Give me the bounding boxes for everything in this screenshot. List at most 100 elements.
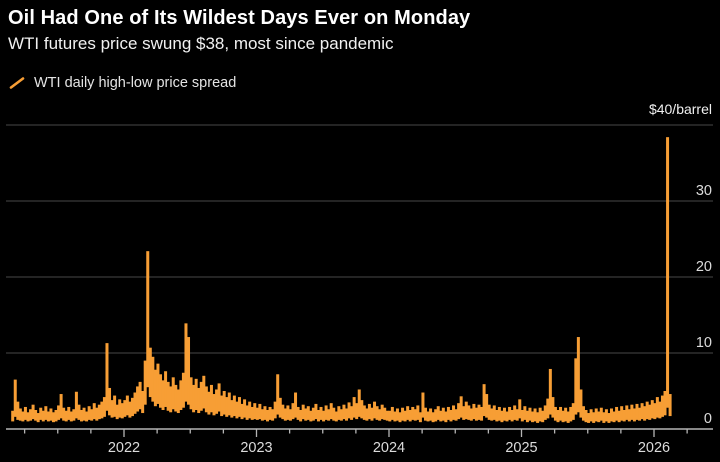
spread-bar: [23, 406, 27, 420]
spread-bar: [365, 408, 369, 421]
spread-bar: [311, 407, 315, 421]
spread-bar: [212, 394, 216, 416]
spread-bar: [102, 397, 106, 417]
y-tick-label: 10: [696, 335, 712, 351]
spread-bar: [638, 407, 642, 421]
spread-bar: [110, 400, 114, 418]
spread-bar: [225, 397, 229, 417]
spread-bar: [316, 410, 320, 422]
spread-bar: [143, 360, 147, 405]
spread-bar: [49, 408, 53, 421]
spread-bar: [513, 405, 517, 420]
spread-bar: [347, 402, 351, 419]
spread-bar: [240, 403, 244, 420]
spread-bar: [441, 407, 445, 421]
spread-bar: [181, 372, 185, 408]
spread-bar: [128, 401, 132, 418]
legend-line-icon: [9, 77, 25, 89]
spread-bar: [446, 406, 450, 420]
spread-bar: [645, 401, 649, 420]
spread-bar: [345, 408, 348, 421]
spread-bar: [44, 406, 48, 420]
spread-bar: [281, 404, 285, 420]
spread-bar: [194, 378, 198, 410]
spread-bar: [74, 391, 78, 419]
spread-bar: [408, 410, 412, 422]
spread-bar: [13, 379, 17, 417]
spread-bar: [378, 409, 382, 421]
spread-bar: [500, 410, 504, 423]
spread-bar: [97, 404, 101, 420]
spread-bar: [612, 411, 616, 423]
x-tick-label: 2022: [108, 440, 140, 456]
spread-bar: [411, 406, 415, 420]
spread-bar: [423, 407, 427, 421]
spread-bar: [643, 406, 647, 421]
spread-bar: [592, 412, 596, 423]
spread-bar: [141, 391, 145, 414]
spread-bar: [230, 400, 234, 418]
spread-bar: [541, 410, 545, 423]
spread-bar: [385, 410, 389, 421]
spread-bar: [90, 409, 94, 421]
spread-bar: [105, 343, 109, 411]
spread-bar: [668, 394, 672, 417]
spread-bar: [418, 412, 422, 423]
spread-bar: [375, 406, 379, 420]
spread-bar: [34, 410, 38, 421]
spread-bar: [464, 401, 468, 420]
spread-bar: [528, 407, 532, 421]
y-tick-label: 0: [704, 411, 712, 427]
spread-bar: [294, 392, 298, 418]
spread-bar: [576, 337, 580, 413]
x-tick-label: 2023: [240, 440, 272, 456]
spread-bar: [237, 397, 241, 417]
spread-bar: [467, 405, 471, 420]
spread-bar: [334, 411, 338, 422]
spread-bar: [138, 381, 142, 410]
spread-bar: [324, 405, 328, 420]
spread-bar: [520, 410, 524, 422]
spread-bar: [319, 406, 323, 420]
spread-bar: [260, 409, 264, 421]
spread-bar: [209, 384, 213, 413]
spread-bar: [546, 398, 550, 419]
spread-bar: [357, 389, 361, 417]
spread-bar: [401, 407, 405, 421]
spread-bar: [222, 391, 226, 415]
spread-bar: [187, 337, 191, 405]
spread-bar: [508, 406, 512, 420]
legend: WTI daily high-low price spread: [9, 75, 236, 91]
spread-bar: [286, 405, 290, 420]
spread-bar: [531, 411, 535, 423]
spread-bar: [533, 408, 537, 422]
spread-bar: [604, 409, 608, 422]
spread-bar: [301, 404, 305, 420]
spread-bar: [69, 411, 73, 422]
spread-bar: [579, 389, 583, 418]
spread-bar: [556, 410, 560, 423]
spread-bar: [21, 411, 25, 422]
spread-bar: [480, 406, 484, 421]
spread-bar: [46, 411, 50, 422]
spread-bar: [136, 386, 140, 412]
spread-bar: [250, 406, 254, 420]
spread-bar: [393, 411, 397, 422]
spread-bar: [204, 386, 208, 413]
spread-bar: [648, 404, 652, 420]
spread-bar: [653, 403, 657, 420]
spread-bar: [436, 406, 440, 420]
spread-bar: [217, 383, 221, 412]
spread-bar: [263, 406, 267, 420]
spread-bar: [482, 384, 486, 417]
spread-bar: [337, 406, 341, 420]
spread-bar: [666, 137, 670, 408]
x-tick-label: 2025: [505, 440, 537, 456]
spread-bar: [599, 407, 603, 421]
spread-bar: [620, 406, 624, 421]
spread-bar: [551, 397, 555, 418]
spread-bar: [421, 392, 425, 418]
spread-bar: [559, 406, 563, 421]
spread-bar: [403, 410, 407, 422]
